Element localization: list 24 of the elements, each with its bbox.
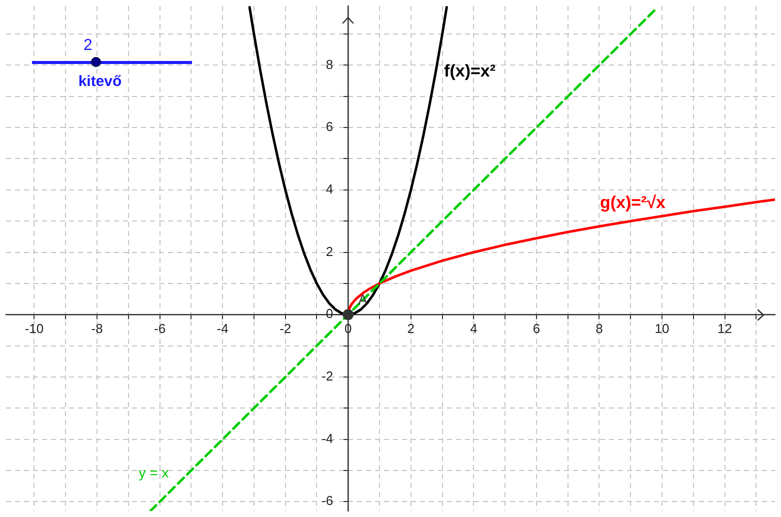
y-tick-label: -2 bbox=[322, 368, 334, 384]
slider: 2 kitevő bbox=[30, 36, 194, 90]
y-tick-label: 6 bbox=[326, 119, 334, 134]
x-tick-label: 4 bbox=[470, 320, 478, 336]
series-label: f(x)=x² bbox=[444, 62, 496, 81]
x-tick-label: -10 bbox=[24, 320, 44, 336]
y-tick-label: -4 bbox=[322, 430, 334, 446]
x-tick-label: -4 bbox=[216, 320, 228, 336]
y-tick-label: 4 bbox=[326, 182, 334, 196]
x-tick-label: 12 bbox=[718, 320, 732, 336]
y-tick-label: 2 bbox=[326, 244, 334, 259]
x-tick-label: -8 bbox=[91, 320, 103, 336]
x-tick-label: 6 bbox=[532, 320, 540, 336]
annotation: kitevő bbox=[78, 73, 122, 90]
series-label: y = x bbox=[138, 464, 169, 481]
annotation: 2 bbox=[84, 37, 92, 54]
y-tick-label: 8 bbox=[326, 56, 334, 72]
y-tick-label: -6 bbox=[322, 493, 334, 508]
x-tick-label: 8 bbox=[596, 320, 603, 336]
series-label: g(x)=²√x bbox=[600, 192, 666, 212]
x-tick-label: -6 bbox=[154, 320, 166, 336]
x-tick-label: 10 bbox=[654, 320, 670, 336]
x-tick-label: 2 bbox=[407, 320, 415, 336]
x-tick-label: -2 bbox=[280, 320, 292, 336]
